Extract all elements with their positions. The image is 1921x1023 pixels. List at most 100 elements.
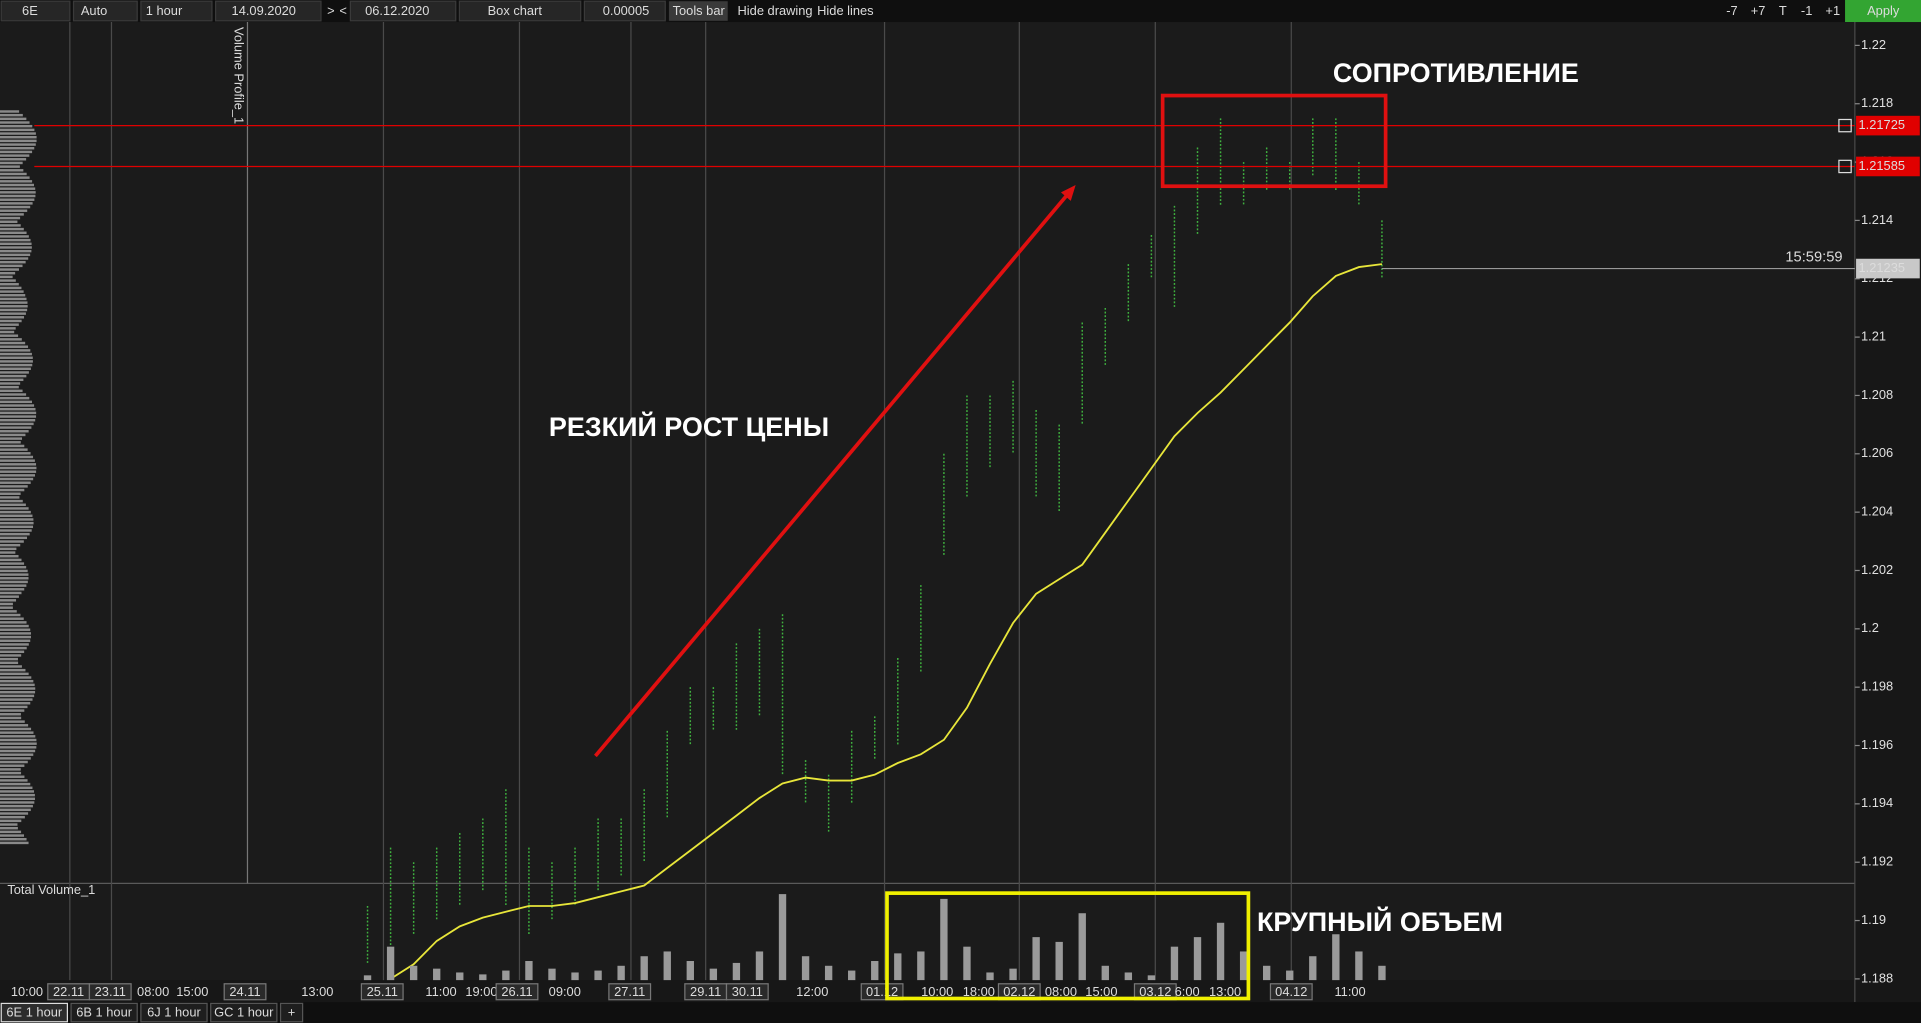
tab-label: 6J 1 hour <box>147 1005 201 1020</box>
volume-profile-bar <box>0 323 19 326</box>
volume-bar <box>1309 956 1317 981</box>
y-tick-label: 1.214 <box>1861 212 1893 227</box>
volume-profile-bar <box>0 713 21 716</box>
date-label: 27.11 <box>614 984 645 999</box>
volume-profile-bar <box>0 459 35 462</box>
volume-profile-bar <box>0 683 35 687</box>
y-tick-label: 1.2 <box>1861 620 1879 635</box>
volume-profile-bar <box>0 804 33 808</box>
period: 1 hour <box>146 3 183 18</box>
volume-profile-bar <box>0 257 29 260</box>
nav-next[interactable]: > <box>327 3 335 18</box>
volume-bar <box>1239 951 1248 981</box>
volume-bar <box>525 961 533 981</box>
volume-profile-bar <box>0 452 31 455</box>
tab[interactable] <box>210 1002 278 1023</box>
tab[interactable] <box>70 1002 138 1023</box>
volume-profile-bar <box>0 786 33 789</box>
level-price: 1.21725 <box>1859 117 1905 132</box>
volume-profile-bar <box>0 569 28 573</box>
volume-profile-bar <box>0 283 19 286</box>
date-from: 14.09.2020 <box>232 3 296 18</box>
volume-profile-bar <box>0 249 32 253</box>
y-tick-label: 1.218 <box>1861 95 1893 110</box>
volume-profile-bar <box>0 139 37 143</box>
date-label-box <box>608 983 652 1001</box>
shift-button[interactable]: T <box>1779 3 1787 18</box>
volume-profile-bar <box>0 742 37 745</box>
volume-profile-bar <box>0 584 27 587</box>
resistance-box <box>1160 93 1388 189</box>
volume-profile-bar <box>0 588 25 591</box>
volume-bar <box>571 972 579 981</box>
chart-type-select[interactable] <box>458 0 582 22</box>
volume-profile-bar <box>0 661 19 665</box>
time-label: 6:00 <box>1175 984 1200 999</box>
volume-bar <box>363 975 372 981</box>
shift-button[interactable]: -1 <box>1801 3 1812 18</box>
volume-profile-bar <box>0 485 28 488</box>
shift-button[interactable]: -7 <box>1726 3 1737 18</box>
volume-profile-bar <box>0 610 17 613</box>
time-label: 09:00 <box>549 984 581 999</box>
last-price: 1.21235 <box>1859 260 1905 275</box>
y-tick-label: 1.198 <box>1861 679 1893 694</box>
volume-profile-bar <box>0 407 36 411</box>
date-from-input[interactable] <box>215 0 322 22</box>
symbol: 6E <box>22 3 38 18</box>
tick-size: 0.00005 <box>603 3 649 18</box>
button-label[interactable]: Hide lines <box>817 3 873 18</box>
tab-label: 6E 1 hour <box>6 1005 62 1020</box>
volume-profile-bar <box>0 488 25 492</box>
apply-button[interactable] <box>1845 0 1921 23</box>
volume-profile-bar <box>0 378 24 382</box>
period-select[interactable] <box>140 0 213 22</box>
volume-profile-bar <box>0 110 20 113</box>
shift-button[interactable]: +7 <box>1751 3 1766 18</box>
volume-profile-bar <box>0 264 23 268</box>
scale-select[interactable] <box>72 0 138 22</box>
time-label: 08:00 <box>137 984 169 999</box>
volume-profile-bar <box>0 411 37 415</box>
volume-profile-bar <box>0 132 36 135</box>
volume-profile-bar <box>0 532 30 536</box>
tab[interactable] <box>279 1002 304 1023</box>
tab[interactable] <box>140 1002 208 1023</box>
volume-bar <box>640 956 648 981</box>
shift-button[interactable]: +1 <box>1825 3 1840 18</box>
volume-profile-bar <box>0 687 36 690</box>
volume-bar <box>871 961 879 981</box>
volume-bar <box>1055 941 1063 981</box>
volume-bar <box>755 951 764 981</box>
symbol-select[interactable] <box>0 0 71 22</box>
volume-profile-bar <box>0 216 21 220</box>
volume-profile-bar <box>0 253 31 257</box>
volume-profile-bar <box>0 668 26 672</box>
tab[interactable] <box>0 1002 68 1023</box>
tick-size-input[interactable] <box>583 0 666 22</box>
level-close[interactable] <box>1838 118 1852 133</box>
y-tick-label: 1.192 <box>1861 854 1893 869</box>
volume-profile-bar <box>0 213 24 216</box>
nav-prev[interactable]: < <box>339 3 347 18</box>
tools-bar-button[interactable] <box>668 1 728 21</box>
volume-profile-bar <box>0 536 28 540</box>
time-label: 11:00 <box>1334 984 1365 999</box>
date-to: 06.12.2020 <box>365 3 429 18</box>
volume-bar <box>1262 965 1271 981</box>
volume-bar <box>594 970 602 981</box>
volume-bar <box>824 965 833 981</box>
volume-profile-bar <box>0 183 34 187</box>
volume-profile-bar <box>0 698 33 701</box>
volume-profile-bar <box>0 396 30 400</box>
volume-profile-bar <box>0 775 25 778</box>
level-close[interactable] <box>1838 159 1852 174</box>
volume-profile-bar <box>0 404 35 407</box>
volume-profile-bar <box>0 496 20 499</box>
volume-profile-bar <box>0 235 29 238</box>
button-label[interactable]: Hide drawing <box>738 3 813 18</box>
date-label-box <box>1269 983 1313 1001</box>
apply-label: Apply <box>1867 3 1900 18</box>
date-to-input[interactable] <box>349 0 457 22</box>
volume-profile-bar <box>0 617 24 620</box>
